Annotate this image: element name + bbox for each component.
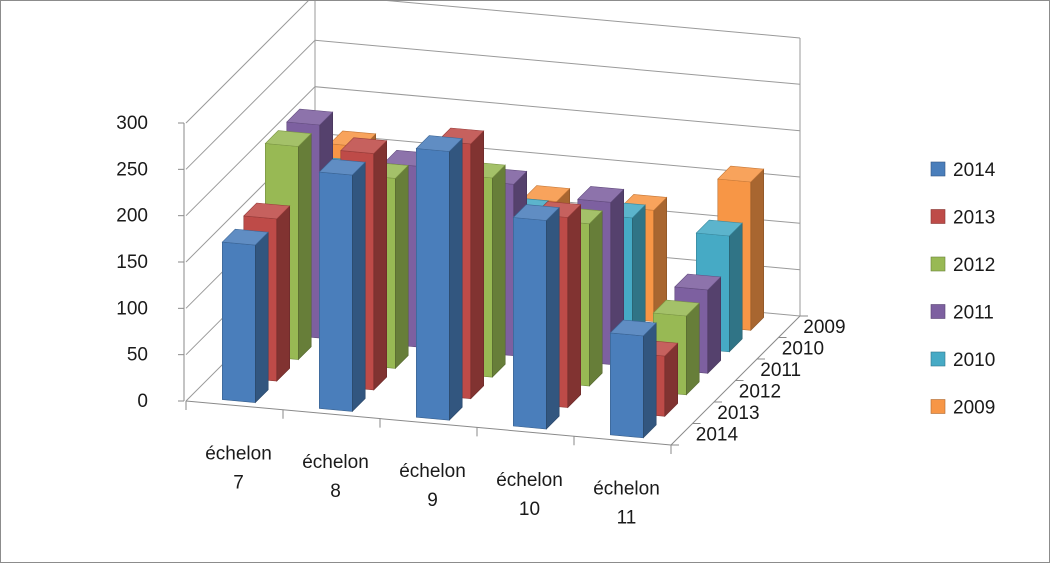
bar-top — [674, 273, 722, 291]
bar-side — [297, 132, 312, 361]
legend-label: 2011 — [953, 303, 994, 324]
bar-front — [222, 241, 256, 403]
bar — [534, 201, 582, 409]
legend: 2014 2013 2012 2011 2010 2009 — [930, 160, 996, 419]
legend-label: 2010 — [953, 350, 995, 371]
bar — [221, 228, 269, 404]
x-tick-label: échelon — [302, 452, 369, 473]
bar-side — [728, 222, 743, 353]
bar-top — [512, 204, 560, 221]
bar-top — [243, 202, 291, 220]
bar — [609, 319, 657, 439]
y-tick-label: 150 — [116, 252, 148, 273]
x-tick-label: 10 — [519, 499, 540, 520]
bar-side — [545, 206, 560, 430]
depth-tick-label: 2010 — [782, 338, 824, 359]
bar-top — [264, 130, 312, 147]
depth-tick-label: 2013 — [717, 403, 759, 424]
bar-side — [750, 168, 765, 332]
legend-swatch — [930, 399, 946, 414]
bar-top — [415, 135, 463, 152]
x-tick-label: échelon — [593, 479, 660, 500]
bar-side — [707, 276, 722, 375]
bar-top — [340, 137, 388, 154]
legend-item: 2013 — [930, 208, 995, 229]
bar-front — [512, 217, 547, 430]
depth-tick-label: 2009 — [803, 317, 845, 338]
y-tick-label: 300 — [116, 113, 148, 134]
legend-label: 2013 — [953, 208, 995, 229]
bar-side — [642, 322, 657, 439]
bar-side — [351, 161, 366, 413]
legend-label: 2014 — [953, 160, 996, 181]
bar — [415, 135, 463, 421]
bar — [318, 158, 366, 413]
legend-swatch — [930, 161, 946, 177]
bar-side — [394, 164, 409, 370]
bar-side — [588, 210, 603, 387]
bar-front — [609, 332, 644, 439]
plot-axes: 0 50 100 150 200 250 300 échelon 7 échelon 8 échelo… — [116, 113, 845, 529]
legend-swatch — [930, 351, 946, 367]
bar-top — [652, 299, 700, 317]
bar-top — [577, 186, 625, 203]
depth-tick-label: 2012 — [739, 381, 781, 402]
y-tick-label: 250 — [116, 159, 148, 180]
y-tick-label: 200 — [116, 206, 148, 227]
legend-swatch — [930, 304, 946, 319]
legend-swatch — [930, 256, 946, 272]
bar-top — [609, 319, 657, 337]
legend-label: 2012 — [953, 255, 995, 276]
gridline — [185, 1, 801, 124]
legend-item: 2010 — [930, 350, 995, 371]
bar-front — [415, 148, 450, 421]
x-tick-label: échelon — [205, 443, 272, 464]
legend-swatch — [930, 209, 946, 224]
plot-bars — [221, 108, 765, 439]
x-tick-label: échelon — [399, 461, 466, 482]
bar-side — [567, 203, 582, 409]
bar-side — [276, 205, 291, 382]
y-tick-label: 50 — [127, 345, 148, 366]
bar-side — [685, 302, 700, 396]
bar-side — [255, 231, 269, 404]
bar-front — [318, 171, 353, 412]
x-tick-label: 9 — [427, 490, 438, 511]
x-tick-label: 11 — [617, 508, 637, 529]
bar-side — [470, 130, 485, 400]
legend-item: 2014 — [930, 160, 996, 181]
bar-top — [717, 165, 765, 183]
bar-side — [373, 139, 388, 391]
x-tick-label: 8 — [330, 481, 341, 502]
bar-top — [221, 228, 269, 246]
depth-tick-label: 2011 — [760, 360, 801, 381]
legend-item: 2012 — [930, 255, 995, 276]
depth-tick-label: 2014 — [696, 424, 739, 445]
bar-top — [695, 219, 743, 237]
x-axis-line — [185, 400, 672, 446]
x-tick-label: 7 — [233, 472, 244, 493]
legend-item: 2009 — [930, 398, 995, 419]
legend-item: 2011 — [930, 303, 994, 324]
bar-top — [286, 108, 334, 126]
bar-side — [448, 137, 463, 421]
bar-side — [491, 164, 506, 378]
bar-top — [318, 158, 366, 176]
bar — [512, 204, 560, 430]
y-tick-label: 100 — [116, 298, 148, 319]
legend-label: 2009 — [953, 398, 995, 419]
x-tick-label: échelon — [496, 470, 563, 491]
y-tick-label: 0 — [137, 391, 148, 412]
